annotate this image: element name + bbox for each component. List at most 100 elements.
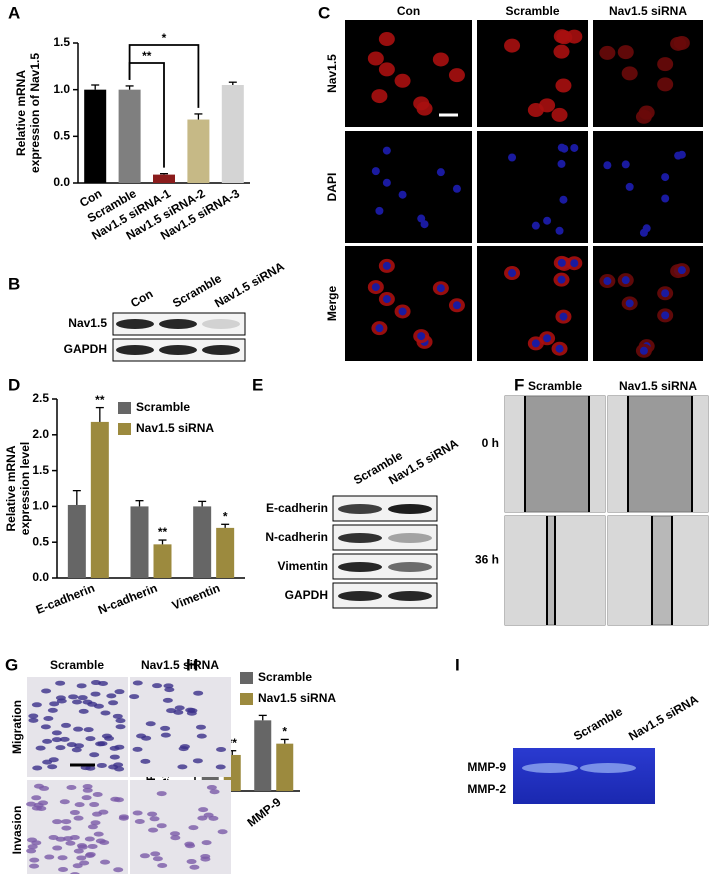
y-tick-label: 1.5 — [53, 35, 70, 49]
significance-label: ** — [158, 525, 168, 539]
cell — [113, 867, 124, 873]
cell — [196, 733, 207, 739]
cell — [48, 757, 59, 763]
cell — [69, 835, 80, 841]
cell — [195, 724, 206, 730]
cell — [378, 62, 395, 77]
cell — [109, 754, 120, 760]
cell — [73, 848, 84, 854]
x-tick-label: Vimentin — [170, 581, 222, 613]
y-axis-label: Relative mRNA — [14, 70, 28, 156]
cell — [26, 801, 37, 807]
cell — [156, 823, 167, 829]
cell — [82, 784, 93, 790]
cell — [553, 29, 570, 44]
nucleus — [621, 160, 630, 169]
cell — [152, 683, 163, 689]
blot-band — [338, 504, 382, 514]
blot-band — [202, 319, 240, 329]
y-tick-label: 0.5 — [53, 129, 70, 143]
nucleus — [382, 295, 391, 304]
cell — [200, 856, 211, 862]
significance-label: ** — [95, 393, 105, 407]
nucleus — [436, 284, 445, 293]
cell — [371, 89, 388, 104]
cell — [31, 702, 42, 708]
cell — [551, 107, 568, 122]
significance-label: * — [162, 31, 167, 45]
bar — [193, 506, 212, 578]
cell — [76, 855, 87, 861]
cell — [93, 831, 104, 837]
cell — [169, 831, 180, 837]
cell — [115, 718, 126, 724]
cell — [69, 810, 80, 816]
cell-layer — [608, 396, 628, 512]
blot-band — [388, 562, 432, 572]
cell — [79, 860, 90, 866]
cell — [378, 32, 395, 47]
cell — [52, 819, 63, 825]
cell — [539, 98, 556, 113]
blot-band — [388, 533, 432, 543]
cell — [139, 853, 150, 859]
cell — [657, 77, 674, 92]
cell — [42, 738, 53, 744]
row-label: Migration — [10, 700, 24, 754]
cell — [114, 689, 125, 695]
cell — [217, 829, 228, 835]
cell — [97, 741, 108, 747]
legend-label: Scramble — [136, 400, 190, 414]
column-label: Nav1.5 siRNA — [619, 379, 697, 393]
cell — [28, 713, 39, 719]
nucleus — [557, 159, 566, 168]
cell — [41, 688, 52, 694]
cell — [59, 736, 70, 742]
legend-swatch — [240, 693, 253, 705]
nucleus — [417, 332, 426, 341]
cell — [85, 736, 96, 742]
blot-band — [116, 345, 154, 355]
cell — [28, 717, 39, 723]
nucleus — [371, 167, 380, 176]
cell — [566, 29, 583, 44]
row-label: Nav1.5 — [325, 54, 339, 93]
y-tick-label: 2.0 — [32, 427, 49, 441]
cell — [413, 96, 430, 111]
cell — [82, 787, 93, 793]
cell — [61, 825, 72, 831]
column-label: Scramble — [505, 4, 559, 18]
significance-label: ** — [228, 736, 238, 750]
bar — [276, 743, 294, 791]
y-tick-label: 1.5 — [32, 463, 49, 477]
cell — [29, 857, 40, 863]
blot-band — [338, 562, 382, 572]
nucleus — [508, 153, 517, 162]
bar — [254, 720, 272, 791]
nucleus — [557, 258, 566, 267]
cell — [164, 687, 175, 693]
y-axis-label: expression level — [18, 442, 32, 535]
cell — [32, 765, 43, 771]
nucleus — [508, 269, 517, 278]
cell — [26, 837, 37, 843]
cell — [93, 703, 104, 709]
cell — [192, 758, 203, 764]
lane-label: Con — [128, 287, 155, 311]
cell — [185, 843, 196, 849]
cell — [109, 745, 120, 751]
nucleus — [621, 276, 630, 285]
cell — [189, 864, 200, 870]
cell — [65, 840, 76, 846]
cell — [129, 694, 140, 700]
bar — [130, 506, 149, 578]
legend-swatch — [118, 402, 131, 414]
cell — [186, 859, 197, 865]
cell — [98, 681, 109, 687]
bar — [153, 544, 172, 578]
cell — [55, 680, 66, 686]
nucleus — [398, 307, 407, 316]
cell — [160, 725, 171, 731]
cell — [78, 708, 89, 714]
cell — [35, 745, 46, 751]
